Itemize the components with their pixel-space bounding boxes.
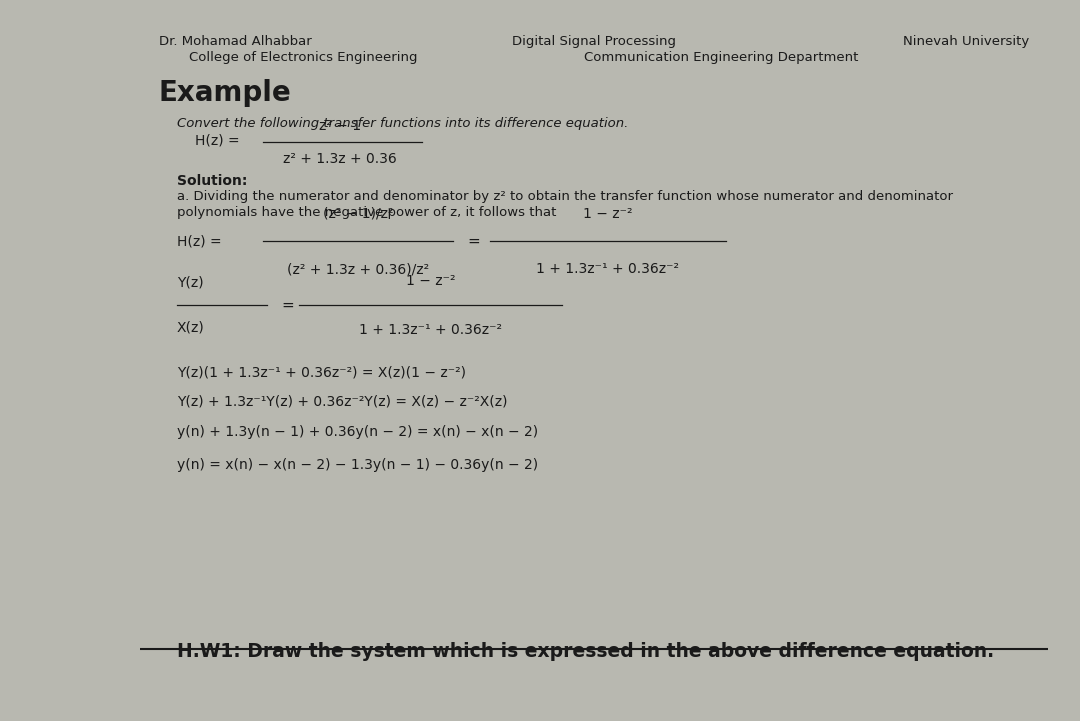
Text: =: = bbox=[281, 298, 294, 313]
Text: Y(z)(1 + 1.3z⁻¹ + 0.36z⁻²) = X(z)(1 − z⁻²): Y(z)(1 + 1.3z⁻¹ + 0.36z⁻²) = X(z)(1 − z⁻… bbox=[177, 366, 465, 379]
Text: Y(z): Y(z) bbox=[177, 275, 203, 290]
Text: Dr. Mohamad Alhabbar: Dr. Mohamad Alhabbar bbox=[159, 35, 311, 48]
Text: Digital Signal Processing: Digital Signal Processing bbox=[512, 35, 676, 48]
Text: Communication Engineering Department: Communication Engineering Department bbox=[584, 51, 859, 64]
Text: 1 − z⁻²: 1 − z⁻² bbox=[583, 206, 633, 221]
Text: y(n) + 1.3y(n − 1) + 0.36y(n − 2) = x(n) − x(n − 2): y(n) + 1.3y(n − 1) + 0.36y(n − 2) = x(n)… bbox=[177, 425, 538, 439]
Text: Solution:: Solution: bbox=[177, 174, 247, 187]
Text: 1 + 1.3z⁻¹ + 0.36z⁻²: 1 + 1.3z⁻¹ + 0.36z⁻² bbox=[360, 322, 502, 337]
Text: Ninevah University: Ninevah University bbox=[903, 35, 1029, 48]
Text: Y(z) + 1.3z⁻¹Y(z) + 0.36z⁻²Y(z) = X(z) − z⁻²X(z): Y(z) + 1.3z⁻¹Y(z) + 0.36z⁻²Y(z) = X(z) −… bbox=[177, 394, 508, 409]
Text: X(z): X(z) bbox=[177, 321, 204, 335]
Text: =: = bbox=[467, 234, 480, 249]
Text: Convert the following transfer functions into its difference equation.: Convert the following transfer functions… bbox=[177, 117, 629, 130]
Text: (z² − 1)/z²: (z² − 1)/z² bbox=[323, 206, 393, 221]
Text: H(z) =: H(z) = bbox=[194, 134, 240, 148]
Text: 1 − z⁻²: 1 − z⁻² bbox=[406, 274, 456, 288]
Text: polynomials have the negative power of z, it follows that: polynomials have the negative power of z… bbox=[177, 205, 556, 219]
Text: a. Dividing the numerator and denominator by z² to obtain the transfer function : a. Dividing the numerator and denominato… bbox=[177, 190, 953, 203]
Text: z² − 1: z² − 1 bbox=[319, 119, 361, 133]
Text: H(z) =: H(z) = bbox=[177, 234, 221, 249]
Text: z² + 1.3z + 0.36: z² + 1.3z + 0.36 bbox=[283, 152, 396, 166]
Text: y(n) = x(n) − x(n − 2) − 1.3y(n − 1) − 0.36y(n − 2): y(n) = x(n) − x(n − 2) − 1.3y(n − 1) − 0… bbox=[177, 459, 538, 472]
Text: H.W1: Draw the system which is expressed in the above difference equation.: H.W1: Draw the system which is expressed… bbox=[177, 642, 994, 661]
Text: College of Electronics Engineering: College of Electronics Engineering bbox=[189, 51, 418, 64]
Text: (z² + 1.3z + 0.36)/z²: (z² + 1.3z + 0.36)/z² bbox=[287, 262, 429, 276]
Text: 1 + 1.3z⁻¹ + 0.36z⁻²: 1 + 1.3z⁻¹ + 0.36z⁻² bbox=[536, 262, 679, 276]
Text: Example: Example bbox=[159, 79, 292, 107]
